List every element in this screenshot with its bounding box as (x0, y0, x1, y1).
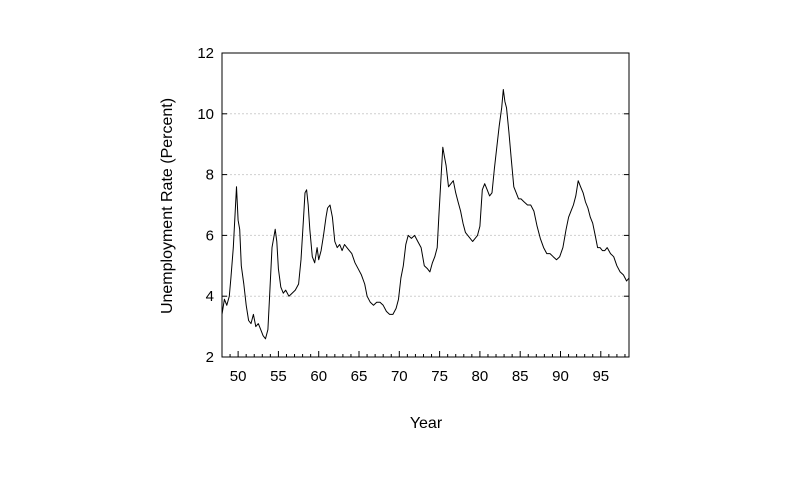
x-tick-label: 85 (512, 368, 529, 385)
x-tick-label: 50 (230, 368, 247, 385)
series-layer (221, 89, 630, 340)
x-tick-label: 65 (351, 368, 368, 385)
x-tick-label: 90 (552, 368, 569, 385)
x-tick-label: 80 (472, 368, 489, 385)
y-tick-label: 4 (206, 288, 214, 305)
x-tick-label: 55 (270, 368, 287, 385)
y-tick-label: 12 (197, 45, 214, 62)
y-tick-label: 2 (206, 349, 214, 366)
y-tick-label: 10 (197, 106, 214, 123)
x-axis-title: Year (410, 415, 443, 432)
plot-frame (221, 52, 630, 358)
x-axis: 50 55 60 65 70 75 80 85 90 95 (221, 351, 626, 385)
x-tick-label: 70 (391, 368, 408, 385)
x-tick-label: 60 (310, 368, 327, 385)
y-tick-label: 8 (206, 167, 214, 184)
unemployment-rate-series-line (221, 89, 630, 340)
x-tick-label: 75 (431, 368, 448, 385)
y-axis: 2 4 6 8 10 12 (197, 45, 629, 366)
y-axis-title: Unemployment Rate (Percent) (159, 98, 176, 314)
grid-lines (222, 113, 629, 297)
x-tick-label: 95 (592, 368, 609, 385)
y-tick-label: 6 (206, 227, 214, 244)
